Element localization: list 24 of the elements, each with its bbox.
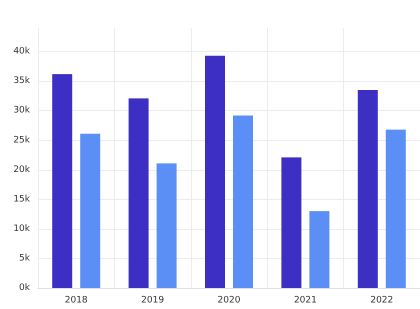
y-tick-label: 30k	[13, 106, 31, 116]
x-tick-label: 2020	[218, 296, 241, 306]
bar	[128, 98, 149, 288]
y-tick-label: 10k	[13, 224, 31, 234]
bar	[386, 130, 406, 288]
y-tick-label: 25k	[13, 135, 31, 146]
bar	[52, 74, 72, 288]
y-tick-label: 15k	[13, 194, 31, 204]
x-tick-label: 2022	[370, 296, 394, 306]
bar	[358, 90, 378, 288]
y-tick-label: 20k	[13, 164, 31, 175]
x-tick-label: 2019	[141, 296, 164, 306]
bar	[156, 163, 177, 288]
y-tick-label: 35k	[13, 76, 31, 86]
y-tick-label: 5k	[19, 253, 31, 264]
x-tick-label: 2018	[64, 296, 88, 306]
bar	[205, 56, 225, 288]
x-tick-label: 2021	[294, 296, 317, 306]
y-tick-label: 0k	[19, 283, 31, 293]
bar	[233, 115, 253, 288]
bar	[309, 211, 330, 288]
bar	[80, 134, 100, 288]
bar	[281, 157, 302, 288]
y-tick-label: 40k	[13, 46, 31, 57]
